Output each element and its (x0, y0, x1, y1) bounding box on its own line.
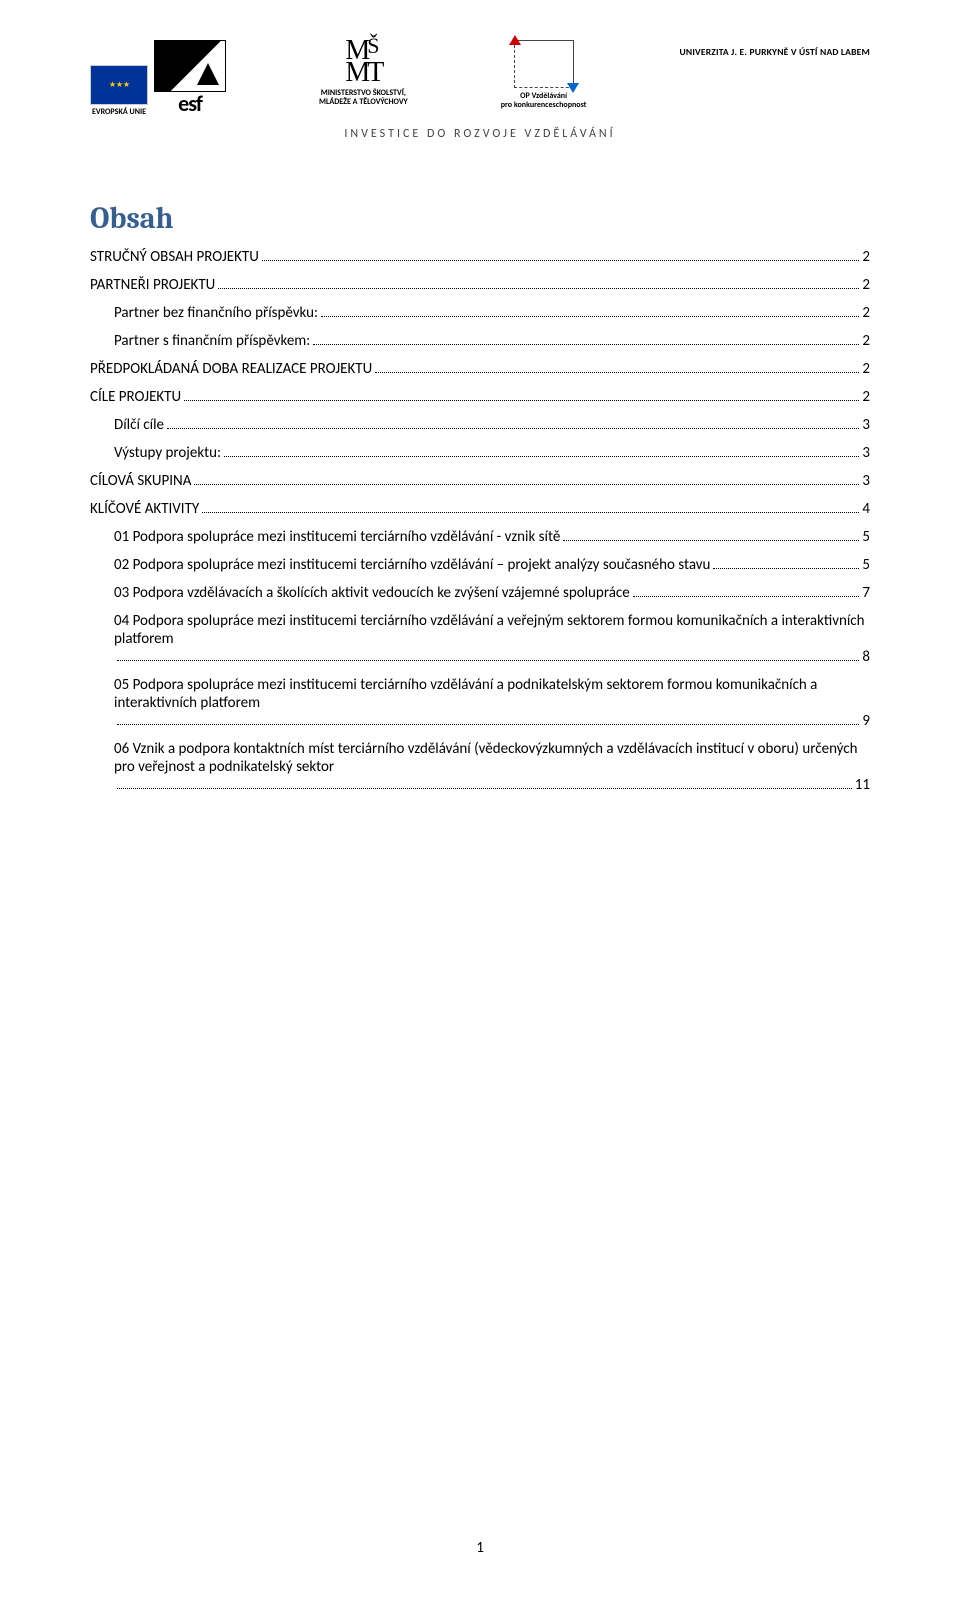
eu-logo-block: EVROPSKÁ UNIE (90, 65, 148, 117)
toc-page: 2 (862, 360, 870, 378)
toc-entry[interactable]: CÍLE PROJEKTU 2 (90, 388, 870, 406)
toc-page: 7 (862, 584, 870, 602)
toc-page: 2 (862, 248, 870, 266)
toc-leader (633, 584, 860, 597)
msmt-subtitle: MINISTERSTVO ŠKOLSTVÍ, MLÁDEŽE A TĚLOVÝC… (319, 89, 408, 107)
toc-label: Výstupy projektu: (114, 444, 221, 462)
toc-entry[interactable]: Dílčí cíle 3 (90, 416, 870, 434)
toc-leader (194, 472, 859, 485)
esf-text: esf (178, 90, 202, 117)
toc-leader (563, 528, 859, 541)
header-logo-row: EVROPSKÁ UNIE esf MŠMT MINISTERSTVO ŠKOL… (90, 40, 870, 117)
toc-leader (218, 276, 859, 289)
toc-label: PŘEDPOKLÁDANÁ DOBA REALIZACE PROJEKTU (90, 360, 372, 378)
toc-leader (224, 444, 859, 457)
toc-label: 03 Podpora vzdělávacích a školících akti… (114, 584, 630, 602)
toc-entry[interactable]: PŘEDPOKLÁDANÁ DOBA REALIZACE PROJEKTU 2 (90, 360, 870, 378)
esf-logo-block: esf (154, 40, 226, 117)
toc-page: 3 (862, 416, 870, 434)
toc-label: STRUČNÝ OBSAH PROJEKTU (90, 248, 259, 266)
toc-label: 01 Podpora spolupráce mezi institucemi t… (114, 528, 560, 546)
toc-leader (202, 500, 859, 513)
toc-entry[interactable]: 01 Podpora spolupráce mezi institucemi t… (90, 528, 870, 546)
toc-leader (713, 556, 859, 569)
eu-esf-logo-group: EVROPSKÁ UNIE esf (90, 40, 226, 117)
toc-page: 5 (862, 556, 870, 574)
opvk-subtitle: OP Vzdělávání pro konkurenceschopnost (501, 92, 587, 110)
esf-shape-icon (154, 40, 226, 92)
toc-page: 2 (862, 388, 870, 406)
toc-label: Partner bez finančního příspěvku: (114, 304, 318, 322)
toc-entry[interactable]: Výstupy projektu: 3 (90, 444, 870, 462)
university-name: UNIVERZITA J. E. PURKYNĚ V ÚSTÍ NAD LABE… (679, 46, 870, 58)
toc-label: 06 Vznik a podpora kontaktních míst terc… (114, 740, 870, 776)
eu-label: EVROPSKÁ UNIE (92, 107, 146, 117)
toc-entry[interactable]: 03 Podpora vzdělávacích a školících akti… (90, 584, 870, 602)
toc-label: 02 Podpora spolupráce mezi institucemi t… (114, 556, 710, 574)
toc-label: 05 Podpora spolupráce mezi institucemi t… (114, 676, 870, 712)
toc-entry[interactable]: KLÍČOVÉ AKTIVITY 4 (90, 500, 870, 518)
toc-label: PARTNEŘI PROJEKTU (90, 276, 215, 294)
toc-page: 8 (862, 648, 870, 666)
toc-entry[interactable]: Partner s finančním příspěvkem: 2 (90, 332, 870, 350)
table-of-contents: STRUČNÝ OBSAH PROJEKTU 2PARTNEŘI PROJEKT… (90, 248, 870, 794)
toc-page: 2 (862, 332, 870, 350)
toc-page: 9 (862, 712, 870, 730)
opvk-box-icon (514, 40, 574, 88)
toc-label: 04 Podpora spolupráce mezi institucemi t… (114, 612, 870, 648)
toc-page: 2 (862, 304, 870, 322)
opvk-logo-block: OP Vzdělávání pro konkurenceschopnost (501, 40, 587, 110)
toc-label: Partner s finančním příspěvkem: (114, 332, 310, 350)
toc-entry[interactable]: 02 Podpora spolupráce mezi institucemi t… (90, 556, 870, 574)
toc-label: KLÍČOVÉ AKTIVITY (90, 500, 199, 518)
toc-label: CÍLE PROJEKTU (90, 388, 181, 406)
opvk-line2: pro konkurenceschopnost (501, 100, 587, 110)
toc-entry[interactable]: CÍLOVÁ SKUPINA 3 (90, 472, 870, 490)
toc-label: Dílčí cíle (114, 416, 164, 434)
toc-page: 3 (862, 444, 870, 462)
toc-entry[interactable]: 05 Podpora spolupráce mezi institucemi t… (90, 676, 870, 730)
msmt-line2: MLÁDEŽE A TĚLOVÝCHOVY (319, 97, 408, 107)
toc-leader (167, 416, 859, 429)
toc-page: 4 (862, 500, 870, 518)
toc-entry[interactable]: 06 Vznik a podpora kontaktních míst terc… (90, 740, 870, 794)
toc-leader (375, 360, 859, 373)
toc-page: 11 (855, 776, 870, 794)
toc-entry[interactable]: Partner bez finančního příspěvku: 2 (90, 304, 870, 322)
eu-flag-icon (90, 65, 148, 105)
toc-leader (184, 388, 859, 401)
msmt-logo-block: MŠMT MINISTERSTVO ŠKOLSTVÍ, MLÁDEŽE A TĚ… (319, 40, 408, 106)
toc-entry[interactable]: PARTNEŘI PROJEKTU 2 (90, 276, 870, 294)
toc-entry[interactable]: 04 Podpora spolupráce mezi institucemi t… (90, 612, 870, 666)
toc-entry[interactable]: STRUČNÝ OBSAH PROJEKTU 2 (90, 248, 870, 266)
toc-page: 2 (862, 276, 870, 294)
toc-leader (117, 648, 859, 661)
toc-leader (321, 304, 859, 317)
page-title: Obsah (90, 201, 870, 236)
msmt-logo-icon: MŠMT (345, 40, 381, 85)
toc-leader (117, 712, 859, 725)
toc-page: 3 (862, 472, 870, 490)
page-number: 1 (0, 1539, 960, 1557)
toc-page: 5 (862, 528, 870, 546)
toc-leader (313, 332, 859, 345)
toc-label: CÍLOVÁ SKUPINA (90, 472, 191, 490)
toc-leader (117, 776, 852, 789)
document-page: EVROPSKÁ UNIE esf MŠMT MINISTERSTVO ŠKOL… (0, 0, 960, 1607)
toc-leader (262, 248, 860, 261)
header-tagline: INVESTICE DO ROZVOJE VZDĚLÁVÁNÍ (90, 127, 870, 141)
